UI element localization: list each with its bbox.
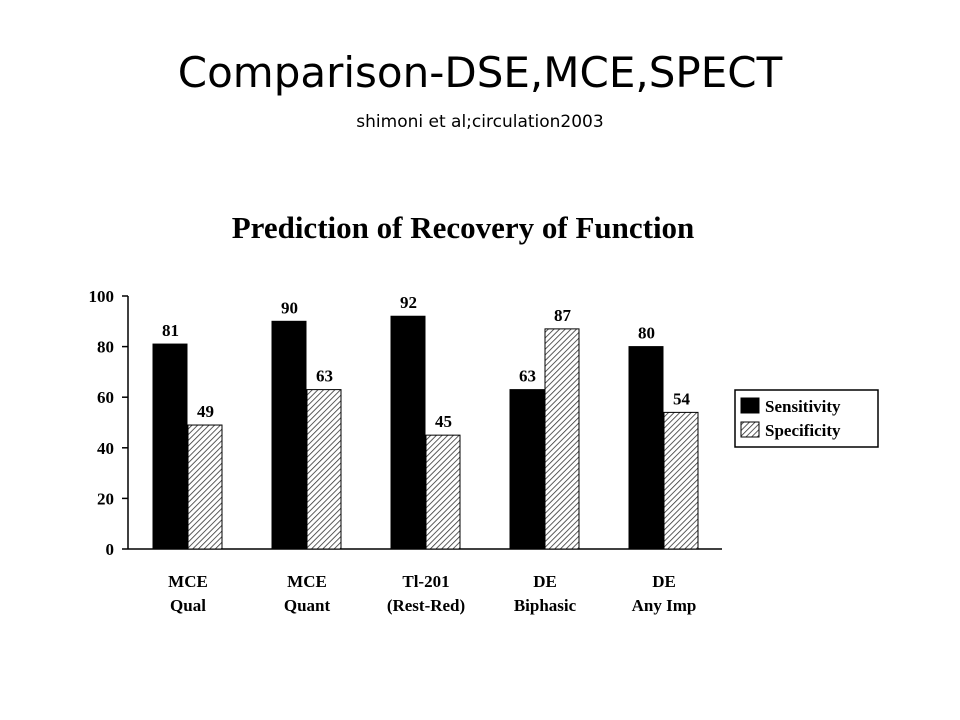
legend-swatch-sensitivity <box>740 397 760 414</box>
bar-sensitivity-4 <box>628 346 664 550</box>
bar-sensitivity-3 <box>509 389 545 550</box>
data-label: 87 <box>554 306 572 325</box>
bar-specificity-4 <box>663 411 699 550</box>
slide-title: Comparison-DSE,MCE,SPECT <box>177 48 783 97</box>
bar-specificity-1 <box>306 389 342 550</box>
bar-specificity-3 <box>544 328 580 550</box>
legend-swatch-specificity <box>740 421 760 438</box>
data-label: 80 <box>638 324 655 343</box>
data-label: 54 <box>673 389 691 408</box>
x-tick-label: MCE <box>168 572 208 591</box>
bar-sensitivity-1 <box>271 320 307 550</box>
slide-subtitle: shimoni et al;circulation2003 <box>356 112 604 132</box>
y-tick-label: 100 <box>89 287 115 306</box>
x-tick-label: DE <box>533 572 557 591</box>
bar-sensitivity-2 <box>390 315 426 550</box>
x-tick-label: (Rest-Red) <box>387 596 465 615</box>
y-tick-label: 80 <box>97 338 114 357</box>
x-tick-label: DE <box>652 572 676 591</box>
chart-labels: 81 49 MCE Qual 90 63 MCE Quant 92 45 Tl-201 (Rest-R… <box>162 293 696 615</box>
y-tick-label: 0 <box>106 540 115 559</box>
bar-specificity-0 <box>187 424 223 550</box>
data-label: 81 <box>162 321 179 340</box>
x-tick-label: MCE <box>287 572 327 591</box>
data-label: 49 <box>197 402 214 421</box>
bar-sensitivity-0 <box>152 343 188 550</box>
legend-label-sensitivity: Sensitivity <box>765 397 841 416</box>
data-label: 63 <box>519 367 536 386</box>
data-label: 63 <box>316 367 333 386</box>
x-tick-label: Quant <box>284 596 331 615</box>
chart-bars <box>152 315 699 550</box>
data-label: 92 <box>400 293 417 312</box>
bar-specificity-2 <box>425 434 461 550</box>
y-tick-label: 20 <box>97 489 114 508</box>
chart-legend: Sensitivity Specificity <box>734 389 879 448</box>
chart-title: Prediction of Recovery of Function <box>232 210 695 245</box>
x-tick-label: Qual <box>170 596 206 615</box>
data-label: 45 <box>435 412 452 431</box>
data-label: 90 <box>281 298 298 317</box>
x-tick-label: Any Imp <box>632 596 697 615</box>
x-tick-label: Tl-201 <box>402 572 449 591</box>
y-tick-label: 40 <box>97 439 114 458</box>
y-tick-label: 60 <box>97 388 114 407</box>
legend-label-specificity: Specificity <box>765 421 841 440</box>
x-tick-label: Biphasic <box>514 596 577 615</box>
